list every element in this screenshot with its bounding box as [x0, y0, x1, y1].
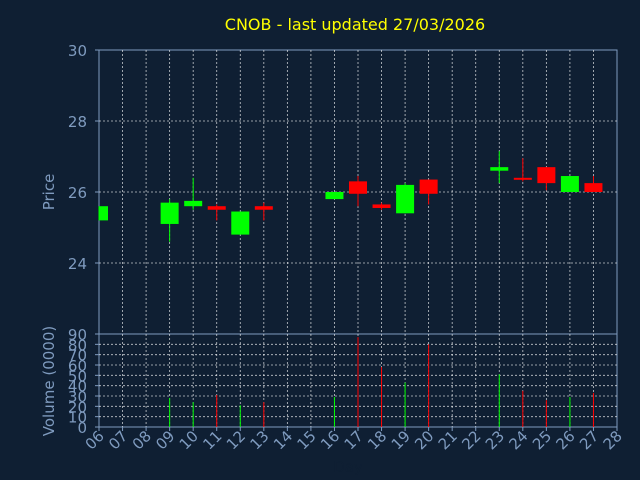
price-tick-label: 28 [68, 113, 87, 131]
price-tick-label: 26 [68, 184, 87, 202]
volume-tick-label: 80 [68, 336, 87, 354]
candles [98, 151, 603, 242]
volume-tick-label: 70 [68, 347, 87, 365]
volume-bars [169, 337, 594, 427]
candle-body [184, 200, 203, 207]
volume-tick-label: 20 [68, 398, 87, 416]
candle-body [160, 202, 179, 224]
volume-tick-label: 30 [68, 388, 87, 406]
candle-body [419, 179, 438, 194]
volume-tick-label: 90 [68, 326, 87, 344]
price-axis-label: Price [40, 174, 58, 211]
price-y-ticks: 24 26 28 30 [68, 42, 99, 273]
x-axis-label: Day [333, 458, 363, 476]
candle-body [349, 181, 367, 194]
price-tick-label: 24 [68, 255, 87, 273]
candle-body [325, 192, 344, 200]
volume-tick-label: 0 [77, 419, 87, 437]
candle-body [513, 177, 532, 180]
candle-body [584, 183, 603, 192]
volume-tick-label: 50 [68, 367, 87, 385]
volume-tick-label: 10 [68, 409, 87, 427]
volume-tick-label: 40 [68, 378, 87, 396]
candle-body [207, 206, 226, 210]
x-ticks: 0607080910111213141516171819202122232425… [82, 427, 626, 453]
chart-title: CNOB - last updated 27/03/2026 [225, 15, 485, 34]
candle-body [537, 167, 556, 184]
volume-tick-label: 60 [68, 357, 87, 375]
candle-body [99, 206, 108, 221]
price-tick-label: 30 [68, 42, 87, 60]
candle-body [490, 167, 509, 171]
candle-body [254, 206, 273, 210]
candle-body [231, 211, 250, 235]
candle-body [560, 176, 579, 192]
candle-body [372, 204, 391, 208]
volume-axis-label: Volume (0000) [40, 326, 58, 436]
candle-body [396, 184, 415, 214]
